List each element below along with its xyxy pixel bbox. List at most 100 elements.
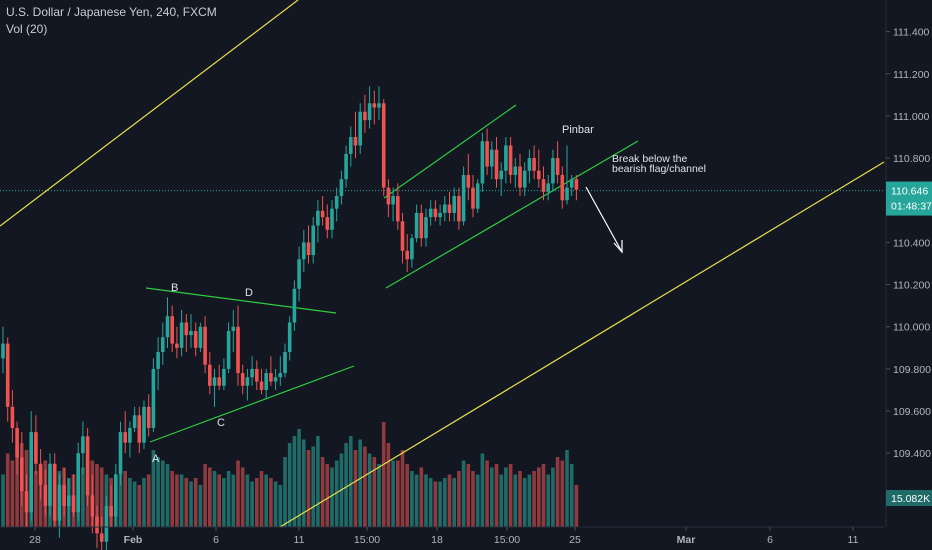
- volume-bar: [428, 478, 433, 527]
- volume-bar: [358, 439, 362, 527]
- volume-bar: [447, 474, 452, 527]
- trendlines[interactable]: [0, 0, 885, 528]
- last-price-value: 110.646: [891, 186, 928, 198]
- volume-bar: [95, 464, 99, 527]
- volume-bar: [151, 450, 156, 527]
- candle-body: [311, 225, 315, 256]
- candle-body: [574, 179, 579, 190]
- volume-bar: [137, 485, 142, 527]
- candle-body: [259, 381, 264, 390]
- volume-bar: [255, 478, 259, 527]
- volume-bar: [302, 439, 306, 527]
- volume-bar: [146, 474, 151, 527]
- volume-bar: [10, 460, 15, 527]
- candle-body: [414, 212, 419, 239]
- candle-body: [475, 183, 480, 209]
- candle-body: [396, 196, 400, 222]
- volume-bar: [381, 422, 386, 527]
- candle-body: [184, 322, 189, 336]
- volume-bar: [81, 467, 85, 527]
- volume-bar: [527, 474, 532, 527]
- volume-bar: [508, 464, 513, 527]
- candle-body: [339, 179, 344, 197]
- volume-bar: [165, 464, 170, 527]
- volume-bar: [170, 471, 174, 527]
- volume-bar: [287, 443, 292, 527]
- volume-bar: [513, 474, 518, 527]
- volume-bar: [250, 481, 254, 527]
- volume-bar: [297, 429, 301, 527]
- candle-body: [551, 158, 555, 184]
- volume-bar: [231, 474, 236, 527]
- volume-bar: [226, 471, 231, 527]
- candle-body: [203, 326, 207, 365]
- time-axis[interactable]: 28 Feb 6 11 15:00 18 15:00 25 Mar 6 11: [0, 526, 884, 546]
- volume-bar: [555, 457, 560, 527]
- volume-bar: [565, 450, 569, 527]
- candle-body: [541, 179, 546, 192]
- candle-body: [316, 210, 320, 226]
- candle-body: [156, 352, 160, 369]
- candle-body: [419, 212, 424, 239]
- time-tick-label: Mar: [677, 534, 696, 546]
- volume-bar: [551, 467, 555, 527]
- candle-body: [569, 179, 574, 188]
- candle-body: [123, 432, 127, 443]
- label-point-c: C: [217, 417, 225, 429]
- candle-body: [34, 432, 38, 464]
- volume-bar: [424, 474, 428, 527]
- volume-bar: [273, 481, 278, 527]
- volume-bar: [518, 471, 522, 527]
- candle-body: [438, 212, 442, 218]
- candle-body: [118, 432, 123, 475]
- trendline-upper[interactable]: [0, 0, 299, 227]
- volume-bar: [330, 467, 334, 527]
- channel-upper-line[interactable]: [383, 104, 517, 199]
- candle-body: [226, 330, 231, 369]
- volume-bar: [132, 481, 137, 527]
- candle-body: [76, 453, 80, 513]
- candle-body: [208, 364, 212, 386]
- candle-body: [170, 316, 174, 344]
- candle-body: [43, 484, 48, 506]
- candle-body: [363, 111, 367, 121]
- price-tick-label: 111.000: [893, 111, 930, 123]
- volume-bar: [504, 467, 508, 527]
- volume-bar: [240, 467, 245, 527]
- volume-bar: [179, 474, 184, 527]
- volume-bar: [546, 474, 550, 527]
- candle-body: [410, 238, 414, 260]
- volume-bar: [311, 446, 315, 527]
- volume-bar: [128, 478, 132, 527]
- time-tick-label: 6: [213, 534, 219, 546]
- volume-bar: [222, 478, 226, 527]
- candle-body: [165, 316, 170, 338]
- candle-body: [104, 505, 109, 542]
- volume-bar: [292, 436, 297, 527]
- candle-body: [494, 149, 499, 180]
- triangle-upper-line[interactable]: [145, 287, 337, 314]
- candle-body: [527, 158, 532, 171]
- candle-body: [283, 352, 287, 374]
- volume-bar: [1, 474, 5, 527]
- volume-bar: [306, 450, 311, 527]
- chart-legend: U.S. Dollar / Japanese Yen, 240, FXCM Vo…: [6, 4, 217, 38]
- candle-body: [81, 436, 85, 454]
- channel-lower-line[interactable]: [385, 140, 639, 289]
- volume-bar: [264, 474, 268, 527]
- volume-indicator-label[interactable]: Vol (20): [6, 22, 48, 36]
- volume-bar: [574, 485, 579, 527]
- triangle-lower-line[interactable]: [149, 365, 355, 443]
- trendline-lower[interactable]: [279, 161, 885, 528]
- candle-body: [302, 242, 306, 260]
- price-axis[interactable]: 111.400111.200111.000110.800110.600110.4…: [885, 0, 932, 527]
- candle-body: [433, 208, 438, 218]
- candle-body: [175, 343, 179, 348]
- candle-body: [297, 259, 301, 289]
- volume-bar: [184, 478, 189, 527]
- candle-body: [245, 377, 250, 386]
- candle-body: [198, 326, 203, 348]
- time-tick-label: 11: [848, 534, 859, 546]
